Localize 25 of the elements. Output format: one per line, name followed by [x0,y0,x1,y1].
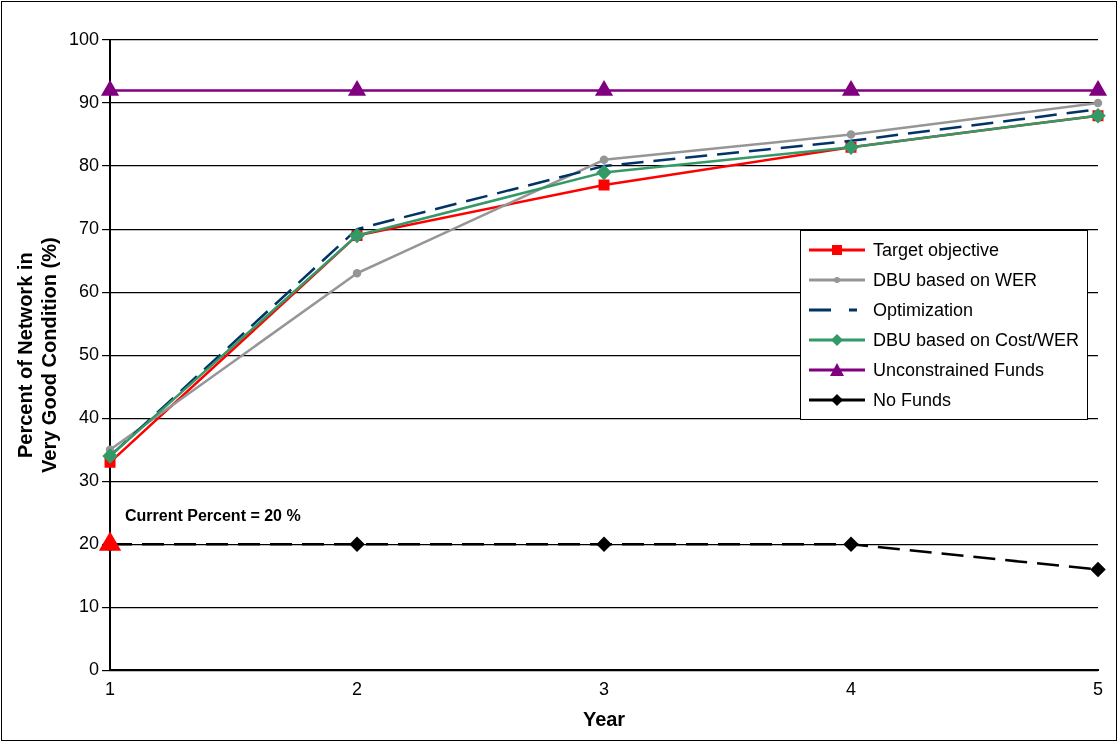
y-tick-label: 20 [79,533,100,554]
legend-label: DBU based on WER [873,269,1038,293]
x-tick-label: 3 [599,679,610,700]
legend-label: DBU based on Cost/WER [873,329,1080,353]
legend-label: No Funds [873,389,952,413]
y-tick-label: 30 [79,470,100,491]
y-tick-label: 50 [79,344,100,365]
legend-label: Unconstrained Funds [873,359,1045,383]
x-tick-label: 2 [352,679,363,700]
x-tick-label: 1 [105,679,116,700]
x-tick-label: 5 [1092,679,1104,700]
y-tick-label: 70 [79,218,100,239]
y-tick-label: 0 [89,659,100,680]
y-tick-label: 40 [79,407,100,428]
x-tick-label: 4 [846,679,857,700]
y-tick-label: 100 [68,28,100,49]
annotation: Current Percent = 20 % [125,506,301,524]
y-tick-label: 10 [79,596,100,617]
y-tick-label: 90 [79,92,100,113]
legend-label: Target objective [873,239,1000,263]
y-tick-label: 80 [79,155,100,176]
y-axis-title: Percent of Network in Very Good Condition (%) [13,237,60,473]
y-tick-label: 60 [79,281,100,302]
legend-label: Optimization [873,299,974,323]
x-axis-title: Year [582,707,626,730]
